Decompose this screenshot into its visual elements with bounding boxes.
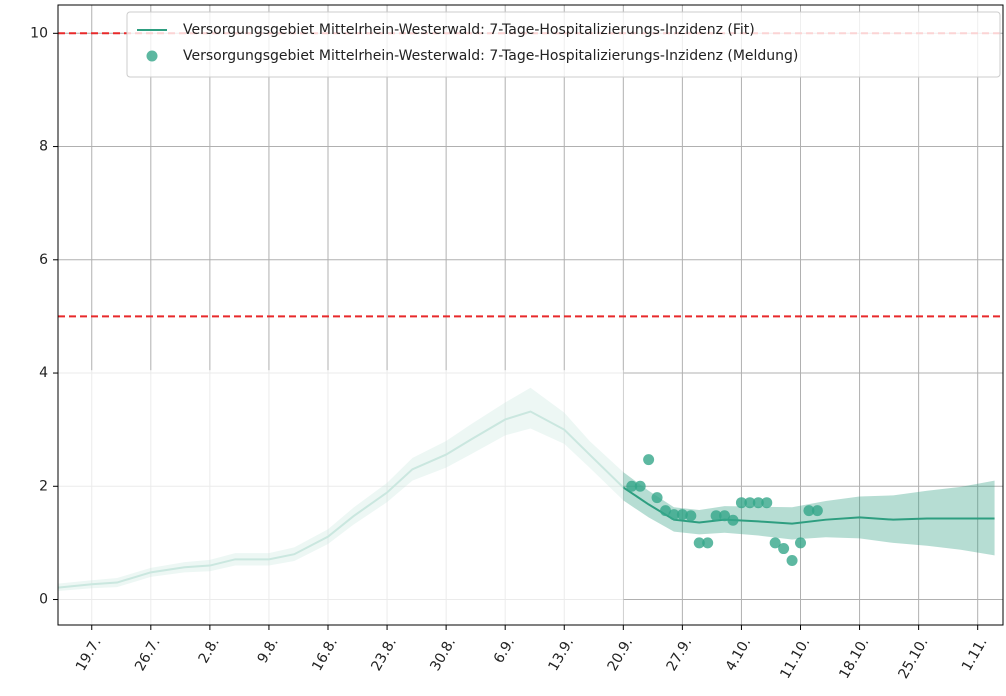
- data-point: [752, 497, 764, 509]
- x-tick-label: 26.7.: [132, 635, 164, 674]
- x-tick-label: 25.10.: [895, 635, 931, 682]
- data-point: [769, 537, 781, 549]
- x-tick-label: 11.10.: [777, 635, 813, 682]
- data-point: [660, 505, 671, 517]
- x-tick-label: 1.11.: [959, 635, 991, 674]
- x-tick-label: 23.8.: [368, 635, 400, 674]
- y-tick-label: 4: [39, 365, 48, 381]
- x-tick-label: 27.9.: [664, 635, 696, 674]
- x-tick-label: 18.10.: [836, 635, 872, 682]
- y-tick-label: 10: [30, 25, 48, 41]
- x-tick-label: 19.7.: [73, 635, 105, 674]
- data-point: [676, 509, 688, 521]
- data-point: [761, 497, 773, 509]
- data-point: [668, 509, 680, 521]
- x-tick-label: 13.9.: [546, 635, 578, 674]
- y-tick-label: 8: [39, 139, 48, 155]
- x-tick-label: 20.9.: [605, 635, 637, 674]
- x-tick-label: 30.8.: [427, 635, 459, 674]
- plot-area: [58, 5, 1003, 625]
- data-point: [693, 537, 705, 549]
- data-point: [795, 537, 806, 549]
- legend-label: Versorgungsgebiet Mittelrhein-Westerwald…: [183, 22, 755, 38]
- data-point: [702, 537, 714, 549]
- faded-region: [58, 370, 624, 625]
- x-tick-label: 16.8.: [309, 635, 341, 674]
- data-point: [803, 505, 815, 517]
- data-point: [786, 554, 798, 566]
- data-point: [727, 514, 739, 526]
- data-point: [778, 543, 790, 555]
- x-tick-label: 6.9.: [491, 635, 518, 666]
- x-tick-label: 2.8.: [196, 635, 223, 666]
- legend-label: Versorgungsgebiet Mittelrhein-Westerwald…: [183, 48, 798, 64]
- legend: Versorgungsgebiet Mittelrhein-Westerwald…: [126, 11, 1001, 78]
- data-point: [634, 480, 646, 492]
- x-tick-label: 9.8.: [255, 635, 282, 666]
- data-point: [744, 497, 756, 509]
- y-tick-label: 2: [39, 478, 48, 494]
- y-tick-label: 0: [39, 592, 48, 608]
- legend-swatch: [146, 50, 158, 62]
- data-point: [811, 505, 823, 517]
- data-point: [651, 492, 663, 504]
- plot-frame: [57, 4, 1004, 626]
- data-point: [626, 480, 638, 492]
- legend-box: [126, 11, 1001, 78]
- data-point: [685, 510, 697, 522]
- data-point: [735, 497, 747, 509]
- y-tick-label: 6: [39, 252, 48, 268]
- data-point: [719, 510, 731, 522]
- data-point: [643, 454, 655, 466]
- x-tick-label: 4.10.: [723, 635, 755, 674]
- data-point: [710, 510, 722, 522]
